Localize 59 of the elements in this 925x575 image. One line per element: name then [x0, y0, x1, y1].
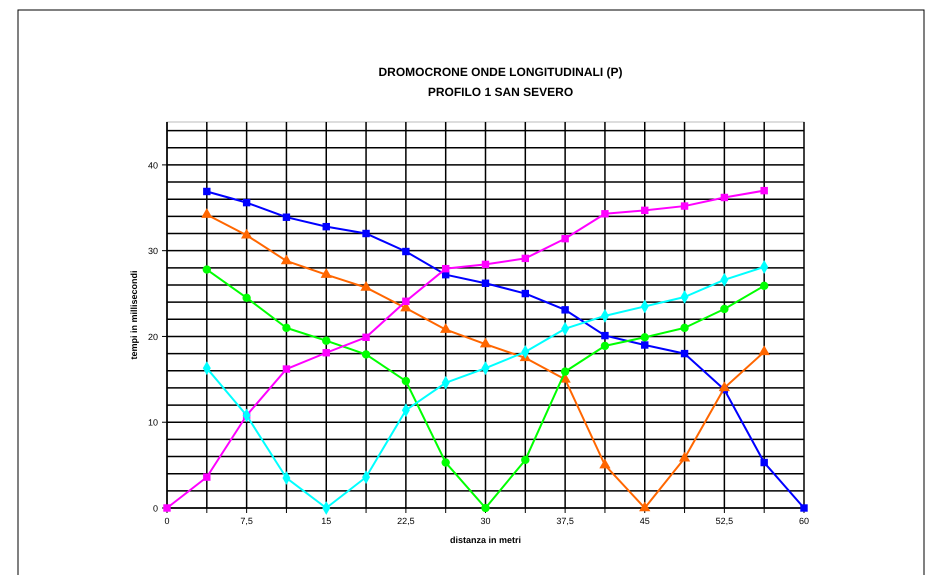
- point: [720, 304, 729, 314]
- x-axis-title: distanza in metri: [450, 535, 522, 545]
- x-tick-label: 52,5: [716, 516, 734, 526]
- x-tick-label: 37,5: [556, 516, 574, 526]
- point: [522, 290, 530, 298]
- point: [242, 294, 251, 302]
- point: [362, 350, 370, 359]
- y-axis-title: tempi in millisecondi: [129, 270, 139, 360]
- point: [680, 202, 688, 210]
- point: [282, 214, 290, 221]
- point: [760, 186, 768, 194]
- point: [322, 349, 330, 356]
- y-tick-label: 30: [148, 246, 158, 256]
- point: [402, 248, 410, 256]
- point: [402, 298, 410, 305]
- point: [601, 210, 609, 218]
- x-tick-label: 15: [321, 516, 332, 526]
- point: [641, 341, 648, 349]
- y-tick-label: 20: [148, 332, 158, 342]
- point: [720, 194, 728, 202]
- point: [561, 306, 569, 314]
- point: [282, 324, 291, 332]
- point: [522, 254, 530, 262]
- x-tick-label: 7,5: [240, 516, 253, 526]
- point: [442, 264, 450, 272]
- point: [640, 333, 649, 342]
- point: [521, 456, 530, 464]
- point: [362, 230, 370, 238]
- point: [482, 260, 490, 268]
- point: [561, 234, 569, 242]
- point: [760, 458, 768, 466]
- point: [202, 265, 211, 274]
- point: [282, 365, 290, 373]
- x-tick-label: 30: [480, 516, 491, 526]
- x-tick-label: 45: [640, 516, 650, 526]
- point: [322, 222, 330, 230]
- point: [680, 324, 689, 332]
- chart-title: DROMOCRONE ONDE LONGITUDINALI (P): [378, 65, 622, 79]
- point: [402, 376, 410, 386]
- point: [680, 350, 688, 358]
- point: [362, 334, 370, 342]
- point: [322, 336, 330, 345]
- point: [601, 332, 609, 340]
- point: [482, 280, 490, 287]
- point: [242, 198, 250, 206]
- point: [600, 342, 610, 350]
- point: [760, 282, 768, 290]
- point: [442, 458, 450, 467]
- y-tick-label: 40: [148, 160, 158, 170]
- point: [560, 367, 570, 376]
- point: [641, 206, 648, 214]
- chart-subtitle: PROFILO 1 SAN SEVERO: [428, 85, 574, 99]
- y-tick-label: 0: [152, 504, 158, 514]
- x-tick-label: 60: [798, 516, 810, 526]
- point: [203, 473, 211, 481]
- x-tick-label: 22,5: [397, 516, 415, 526]
- y-tick-label: 10: [148, 418, 158, 428]
- x-tick-label: 0: [164, 516, 170, 526]
- point: [203, 188, 211, 196]
